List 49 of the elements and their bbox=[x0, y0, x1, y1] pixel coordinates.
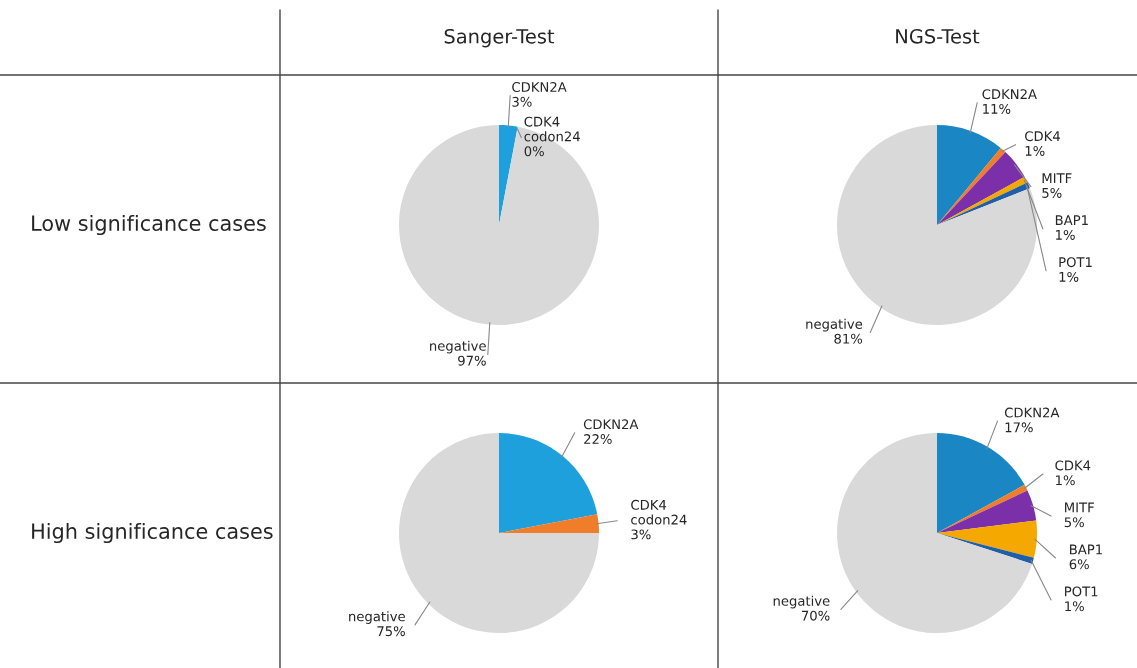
pie-slice bbox=[937, 490, 1037, 533]
data-label: 1% bbox=[1056, 229, 1075, 240]
data-label: 1% bbox=[1056, 475, 1075, 486]
data-label: 6% bbox=[1069, 559, 1089, 570]
slice-label: MITF bbox=[1042, 173, 1072, 183]
chart-title: Sanger-Test bbox=[444, 28, 555, 48]
legend-label: CDK4 codon24 bbox=[524, 116, 580, 142]
slice-label: BAP1 bbox=[1055, 215, 1088, 225]
data-label: 17% bbox=[1005, 422, 1033, 433]
data-label: 81% bbox=[834, 333, 863, 344]
slice-label: CDKN2A bbox=[583, 419, 639, 430]
text: High significance cases bbox=[32, 522, 273, 544]
slice-label: CDK4 bbox=[1025, 131, 1060, 142]
data-label: 3% bbox=[512, 96, 532, 107]
data-label: 1% bbox=[1025, 145, 1045, 156]
pie-slice bbox=[499, 514, 599, 533]
data-label: 5% bbox=[1042, 187, 1062, 198]
data-label: 22% bbox=[584, 434, 612, 445]
slice-label: POT1 bbox=[1065, 586, 1098, 597]
pie-slice bbox=[837, 433, 1033, 633]
data-label: 97% bbox=[458, 355, 486, 366]
data-label: 11% bbox=[983, 103, 1011, 114]
chart-title: NGS-Test bbox=[896, 28, 980, 44]
slice-label: negative bbox=[806, 318, 863, 332]
data-label: 1% bbox=[1059, 271, 1079, 282]
slice-label: CDKN2A bbox=[1004, 407, 1060, 418]
data-label: 3% bbox=[631, 529, 651, 540]
slice-label: CDK4 codon24 bbox=[631, 499, 687, 525]
slice-label: negative bbox=[430, 340, 486, 354]
slice-label: POT1 bbox=[1059, 257, 1092, 268]
pie-slice bbox=[937, 520, 1037, 558]
slice-label: CDKN2A bbox=[982, 89, 1037, 100]
slice-label: negative bbox=[773, 595, 830, 609]
text: Low significance cases bbox=[32, 214, 266, 236]
text: 0% bbox=[524, 146, 544, 157]
slice-label: MITF bbox=[1065, 502, 1094, 513]
data-label: 1% bbox=[1065, 601, 1084, 612]
pie-slice bbox=[937, 125, 1001, 225]
slice-label: CDKN2A bbox=[512, 82, 567, 93]
slice-label: CDK4 bbox=[1055, 460, 1091, 471]
slice-label: BAP1 bbox=[1070, 544, 1102, 555]
pie-slice bbox=[399, 125, 599, 325]
pie-slice bbox=[499, 125, 518, 225]
pie-slice bbox=[937, 152, 1025, 225]
slice-label: negative bbox=[349, 611, 405, 624]
pie-slice bbox=[937, 433, 1025, 533]
data-label: 5% bbox=[1064, 517, 1084, 528]
data-label: 75% bbox=[377, 626, 405, 637]
data-label: 70% bbox=[801, 610, 830, 621]
